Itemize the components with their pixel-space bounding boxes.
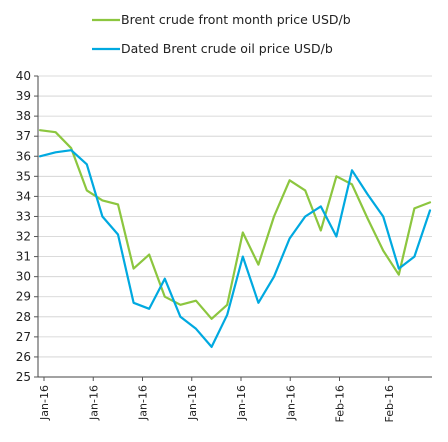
x-tick-label: Feb-16 (383, 385, 396, 422)
series-line-dated-brent (38, 149, 432, 348)
legend-label-dated-brent: Dated Brent crude oil price USD/b (121, 41, 333, 56)
y-tick-label: 39 (16, 89, 31, 103)
y-tick-label: 33 (16, 209, 31, 223)
y-tick-label: 28 (16, 310, 31, 324)
x-axis-ticks: Jan-16 Jan-16 Jan-16 Jan-16 Jan-16 Jan-16 Feb-… (38, 377, 396, 422)
y-tick-label: 29 (16, 290, 31, 304)
x-tick-label: Jan-16 (137, 385, 150, 421)
y-tick-label: 32 (16, 230, 31, 244)
x-tick-label: Jan-16 (186, 385, 199, 421)
y-tick-label: 37 (16, 129, 31, 143)
y-tick-label: 27 (16, 330, 31, 344)
x-tick-label: Jan-16 (284, 385, 297, 421)
axes (37, 76, 432, 378)
y-tick-label: 31 (16, 250, 31, 264)
x-tick-label: Feb-16 (334, 385, 347, 422)
series-line-brent-front-month (38, 129, 432, 320)
y-tick-label: 25 (16, 370, 31, 384)
x-tick-label: Jan-16 (87, 385, 100, 421)
y-tick-label: 35 (16, 169, 31, 183)
y-tick-label: 30 (16, 270, 31, 284)
legend: Brent crude front month price USD/b Date… (92, 12, 351, 56)
y-tick-label: 38 (16, 109, 31, 123)
grid-lines (38, 75, 432, 378)
y-tick-label: 40 (16, 69, 31, 83)
series-layer (38, 129, 432, 348)
x-tick-label: Jan-16 (235, 385, 248, 421)
y-tick-label: 34 (16, 189, 31, 203)
x-tick-label: Jan-16 (38, 385, 51, 421)
y-tick-label: 26 (16, 350, 31, 364)
legend-label-brent-front-month: Brent crude front month price USD/b (121, 12, 351, 27)
y-tick-label: 36 (16, 149, 31, 163)
y-axis-ticks: 25 26 27 28 29 30 31 32 33 34 35 36 37 38 39 40 (16, 69, 38, 384)
